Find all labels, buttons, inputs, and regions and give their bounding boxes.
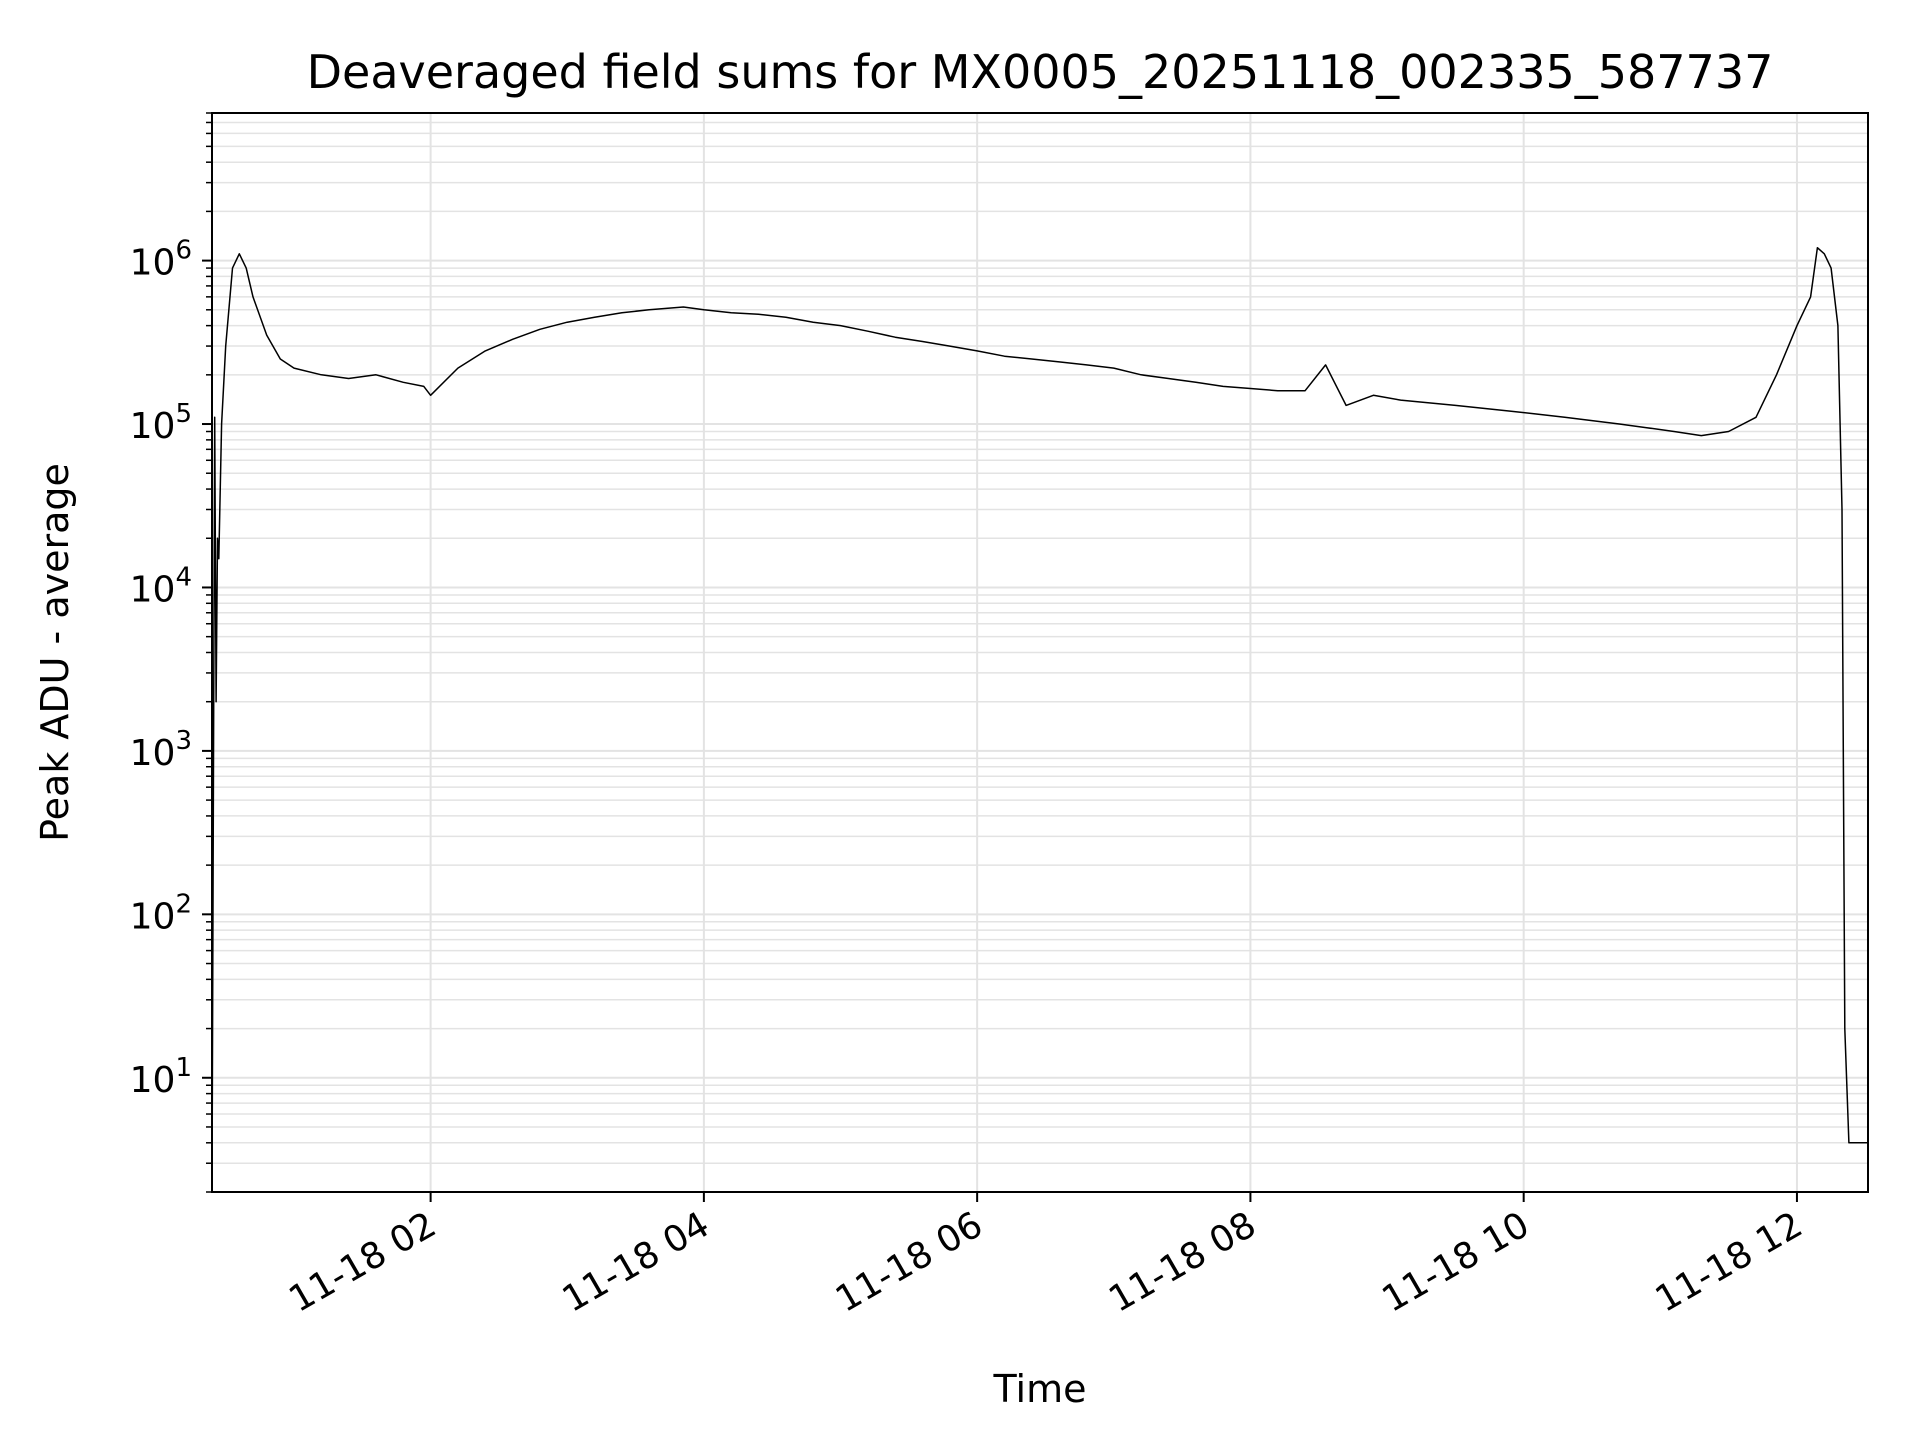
y-tick-label: 105 [130,399,192,447]
y-axis-label: Peak ADU - average [33,463,77,842]
y-tick-label: 101 [130,1053,192,1101]
x-tick-label: 11-18 08 [1102,1204,1263,1320]
y-axis-ticks: 101 102 103 104 105 106 [130,112,212,1193]
y-tick-label: 102 [130,889,192,937]
y-tick-label: 106 [130,236,192,284]
x-tick-label: 11-18 04 [556,1204,717,1320]
chart-title: Deaveraged field sums for MX0005_2025111… [307,45,1774,99]
series-line [211,246,1868,1193]
x-tick-label: 11-18 06 [829,1204,990,1320]
x-axis-label: Time [993,1367,1087,1411]
y-tick-label: 103 [130,726,192,774]
x-axis-ticks: 11-18 02 11-18 04 11-18 06 11-18 08 11-18 10… [282,1192,1809,1321]
x-tick-label: 11-18 10 [1376,1204,1537,1320]
x-tick-label: 11-18 02 [282,1204,443,1320]
plot-line [211,246,1868,1193]
y-tick-label: 104 [130,562,192,610]
grid [212,112,1868,1193]
x-tick-label: 11-18 12 [1649,1204,1810,1320]
